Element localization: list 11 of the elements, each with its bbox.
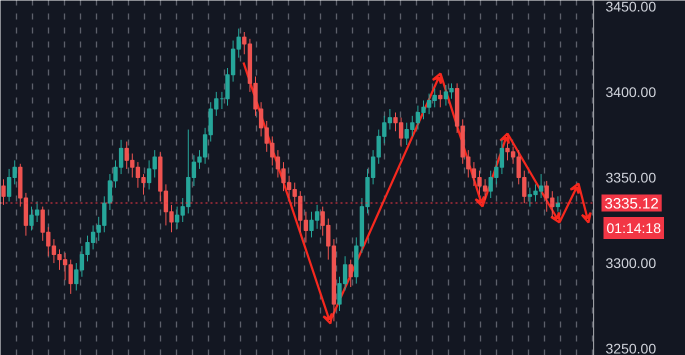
y-tick-label: 3350.00 — [606, 169, 656, 186]
ref-line-label: 3335.12 — [604, 195, 659, 212]
candlestick — [348, 259, 353, 288]
y-tick-label: 3450.00 — [606, 0, 656, 14]
candlestick — [556, 196, 560, 212]
y-tick-label: 3300.00 — [606, 255, 656, 272]
y-tick-label: 3250.00 — [606, 340, 656, 355]
candlestick — [438, 90, 442, 108]
y-tick-label: 3400.00 — [606, 84, 656, 100]
candlestick — [1, 178, 6, 206]
text: 01:14:18 — [606, 220, 662, 236]
